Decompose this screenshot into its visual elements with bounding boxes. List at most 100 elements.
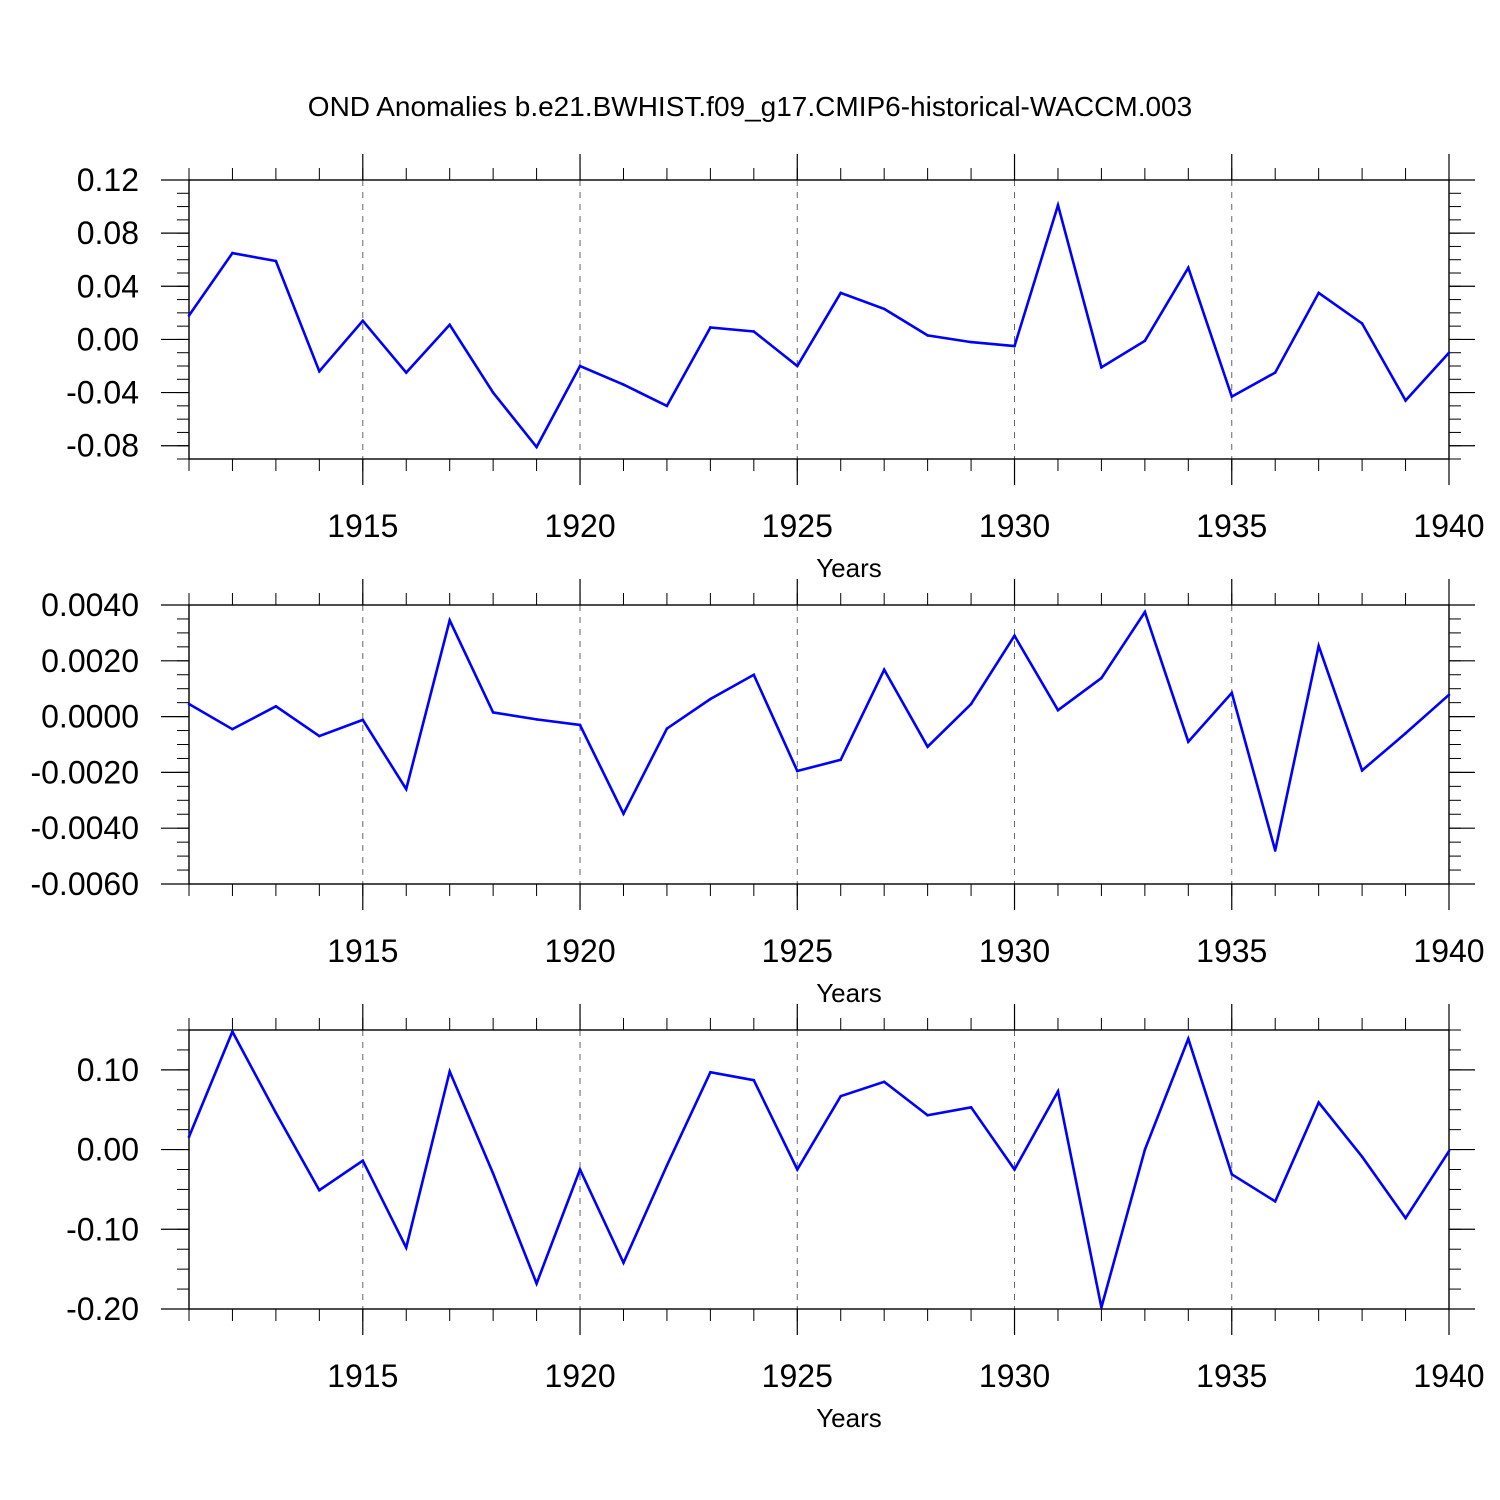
series-line — [188, 609, 1450, 851]
panel-3: 1915 1920 1925 1930 1935 1940 0.10 0.00 -0.10 -0.… — [19, 1004, 1485, 1433]
data-point — [361, 1159, 365, 1163]
data-point — [231, 251, 234, 255]
data-point — [361, 319, 365, 323]
data-point — [1404, 399, 1407, 402]
data-point — [1143, 610, 1147, 614]
y-label-exponent: 12 — [19, 1079, 38, 1098]
x-tick-label: 1915 — [327, 933, 398, 969]
data-point — [448, 619, 451, 622]
data-point — [535, 718, 538, 721]
series-line — [187, 200, 1450, 450]
y-tick-label: 0.00 — [77, 321, 139, 357]
data-point — [752, 1078, 756, 1082]
x-tick-label: 1915 — [327, 508, 398, 544]
data-point — [1230, 691, 1234, 695]
data-point — [1273, 371, 1277, 374]
plot-frame — [188, 179, 1450, 460]
data-point — [1187, 1037, 1190, 1041]
x-tick-label: 1940 — [1413, 933, 1484, 969]
data-point — [1143, 1148, 1147, 1151]
data-point — [491, 1172, 495, 1175]
y-tick-label: -0.08 — [66, 428, 139, 464]
data-point — [448, 323, 451, 327]
y-label-unit-exponent: 3 — [19, 175, 38, 184]
data-point — [665, 1164, 669, 1167]
data-point — [969, 340, 973, 344]
data-point — [709, 697, 712, 701]
data-point — [1317, 1101, 1320, 1104]
data-point — [1404, 1216, 1407, 1220]
x-tick-label: 1925 — [762, 508, 833, 544]
data-point — [361, 718, 365, 722]
data-point — [404, 371, 408, 374]
data-point — [1404, 732, 1407, 735]
data-point — [578, 1168, 582, 1171]
y-tick-label: -0.20 — [66, 1291, 139, 1327]
data-point — [926, 1113, 929, 1117]
data-point — [535, 1282, 538, 1285]
y-tick-label: -0.04 — [66, 375, 139, 411]
data-point — [882, 1080, 886, 1084]
data-point — [1360, 1155, 1364, 1159]
data-point — [969, 1106, 973, 1109]
data-point — [1100, 366, 1103, 369]
data-point — [1013, 634, 1016, 637]
data-point — [926, 745, 929, 749]
data-point — [1230, 1172, 1234, 1176]
x-tick-label: 1940 — [1413, 1358, 1484, 1394]
y-label-exponent: 13 — [19, 623, 38, 642]
x-axis-label: Years — [816, 978, 882, 1008]
x-tick-label: 1925 — [762, 933, 833, 969]
data-point — [1013, 1168, 1016, 1171]
data-point — [1447, 1149, 1451, 1153]
data-point — [926, 334, 929, 337]
data-point — [187, 702, 191, 706]
y-tick-label: -0.0040 — [30, 810, 139, 846]
figure-title: OND Anomalies b.e21.BWHIST.f09_g17.CMIP6… — [308, 91, 1192, 122]
y-tick-label: 0.04 — [77, 268, 139, 304]
data-point — [839, 291, 843, 295]
data-point — [1187, 266, 1190, 269]
data-point — [969, 702, 973, 706]
plot-frame — [188, 1029, 1450, 1310]
y-label-unit: m — [19, 1051, 49, 1080]
y-tick-label: 0.12 — [77, 162, 139, 198]
x-tick-label: 1915 — [327, 1358, 398, 1394]
y-label-exponent: 13 — [19, 213, 38, 232]
data-point — [622, 812, 625, 815]
data-point — [839, 1094, 843, 1098]
data-point — [1360, 322, 1364, 325]
x-tick-label: 1940 — [1413, 508, 1484, 544]
x-tick-label: 1935 — [1196, 933, 1267, 969]
y-label-text: Beau Ice Volume 10 — [19, 232, 49, 465]
data-point — [709, 1070, 712, 1074]
y-axis-label: Beau Ice Area 1012 m2 — [19, 1041, 50, 1298]
data-point — [535, 445, 538, 449]
x-axis-label: Years — [816, 1403, 882, 1433]
data-point — [882, 668, 886, 672]
x-tick-label: 1930 — [979, 933, 1050, 969]
data-point — [274, 259, 278, 263]
y-tick-label: 0.08 — [77, 215, 139, 251]
x-tick-label: 1920 — [544, 1358, 615, 1394]
y-axis-label: Beau Snow Volume 1013 m3 — [19, 584, 50, 904]
data-point — [1013, 344, 1016, 348]
data-point — [882, 307, 886, 311]
x-tick-label: 1935 — [1196, 1358, 1267, 1394]
data-point — [1230, 395, 1234, 398]
panels: 1915 1920 1925 1930 1935 1940 0.12 0.08 0.04 0.00… — [19, 154, 1485, 1433]
data-point — [1056, 203, 1060, 207]
data-point — [1317, 291, 1320, 295]
y-label-unit-exponent: 3 — [19, 584, 38, 593]
y-tick-label: -0.0020 — [30, 754, 139, 790]
data-point — [1143, 339, 1147, 343]
y-tick-label: -0.10 — [66, 1211, 139, 1247]
data-point — [709, 326, 712, 329]
data-point — [1056, 708, 1060, 712]
data-point — [795, 364, 799, 368]
data-point — [622, 1261, 625, 1265]
y-label-unit: m — [19, 184, 49, 213]
x-tick-label: 1920 — [544, 508, 615, 544]
y-axis-label: Beau Ice Volume 1013 m3 — [19, 175, 50, 465]
